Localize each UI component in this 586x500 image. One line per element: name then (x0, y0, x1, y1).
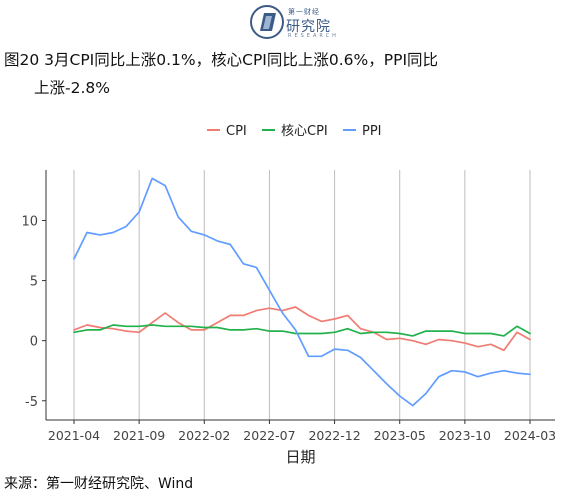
figure-title-line1: 图20 3月CPI同比上涨0.1%，核心CPI同比上涨0.6%，PPI同比 (4, 51, 439, 69)
series-line-1 (73, 306, 531, 352)
legend-label: CPI (226, 124, 247, 139)
x-axis-title: 日期 (285, 448, 315, 466)
x-tick-label: 2023-05 (374, 428, 426, 443)
legend-label: PPI (362, 124, 382, 139)
x-tick-label: 2023-10 (439, 428, 491, 443)
y-tick-label: -5 (25, 395, 38, 410)
x-tick-label: 2024-03 (504, 428, 556, 443)
legend-label: 核心CPI (281, 124, 328, 139)
logo-text: 研究院 (286, 19, 331, 35)
figure-title-line2: 上涨-2.8% (34, 79, 110, 97)
logo-text-small: 第一财经 (288, 8, 320, 16)
series-line-2 (73, 324, 531, 337)
logo-emblem-icon (250, 5, 284, 39)
x-tick-label: 2022-12 (308, 428, 360, 443)
logo-text-en: RESEARCH (288, 33, 339, 39)
y-tick-label: 5 (30, 275, 38, 290)
x-tick-label: 2022-02 (178, 428, 230, 443)
x-tick-label: 2022-07 (243, 428, 295, 443)
y-tick-label: 10 (21, 214, 38, 229)
x-tick-label: 2021-09 (113, 428, 165, 443)
figure-title: 图20 3月CPI同比上涨0.1%，核心CPI同比上涨0.6%，PPI同比 上涨… (4, 46, 564, 102)
source-note: 来源：第一财经研究院、Wind (4, 476, 194, 492)
series-line-3 (73, 177, 531, 407)
y-tick-label: 0 (30, 335, 38, 350)
x-tick-label: 2021-04 (48, 428, 100, 443)
research-logo: 第一财经 研究院 RESEARCH (250, 3, 400, 43)
